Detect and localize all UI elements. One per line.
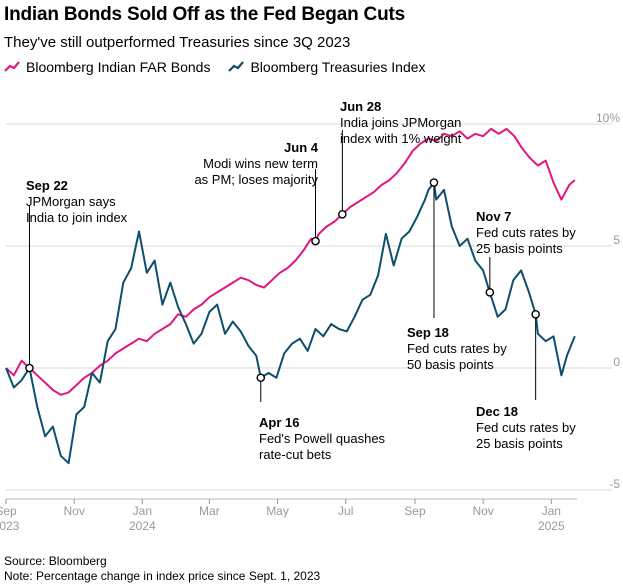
annotation-marker [531, 310, 540, 319]
annotation-text: 25 basis points [476, 241, 563, 256]
legend-label-treasuries: Bloomberg Treasuries Index [250, 59, 426, 75]
annotation-marker [429, 178, 439, 187]
x-tick-label: Mar [199, 504, 220, 518]
annotation-text: Fed cuts rates by [476, 225, 576, 240]
annotation-text: India to join index [26, 210, 128, 225]
x-tick-label: Jan [542, 504, 561, 518]
annotation-text: Fed cuts rates by [407, 341, 507, 356]
x-tick-year: 2025 [538, 519, 565, 533]
annotation-date: Apr 16 [259, 415, 299, 430]
annotation-text: Fed cuts rates by [476, 420, 576, 435]
legend-swatch-treasuries [228, 61, 245, 72]
source-note: Source: Bloomberg [4, 554, 107, 568]
method-note: Note: Percentage change in index price s… [4, 569, 321, 583]
x-tick-label: May [266, 504, 289, 518]
annotation-text: Fed's Powell quashes [259, 431, 386, 446]
x-tick-label: Jan [133, 504, 152, 518]
annotation-text: index with 1% weight [340, 131, 462, 146]
annotation-text: Modi wins new term [203, 156, 318, 171]
annotation-text: 50 basis points [407, 357, 494, 372]
annotation-date: Nov 7 [476, 209, 511, 224]
series-line-treasuries [5, 181, 576, 465]
annotation-text: as PM; loses majority [194, 172, 318, 187]
annotation-marker [485, 288, 495, 297]
annotation-date: Dec 18 [476, 404, 518, 419]
x-tick-label: Nov [472, 504, 493, 518]
y-tick-label: 5 [613, 233, 620, 247]
y-tick-label: 0 [613, 355, 620, 369]
chart-legend: Bloomberg Indian FAR Bonds Bloomberg Tre… [4, 59, 444, 75]
y-tick-label: 10% [596, 111, 620, 125]
annotation-marker [25, 363, 34, 373]
annotation-marker [338, 209, 347, 219]
legend-label-india: Bloomberg Indian FAR Bonds [26, 59, 211, 75]
annotation-text: 25 basis points [476, 436, 563, 451]
x-tick-label: Sep [404, 504, 426, 518]
annotation-date: Sep 22 [26, 178, 68, 193]
annotation-marker [256, 373, 266, 383]
legend-swatch-india [4, 61, 20, 72]
line-chart: 10%50-5Sep2023NovJan2024MarMayJulSepNovJ… [0, 99, 620, 533]
x-tick-label: Jul [338, 504, 353, 518]
chart-footer: Source: Bloomberg Note: Percentage chang… [4, 554, 320, 584]
x-tick-year: 2024 [129, 519, 156, 533]
annotation-text: India joins JPMorgan [340, 115, 461, 130]
y-tick-label: -5 [609, 477, 620, 491]
annotation-text: rate-cut bets [259, 447, 332, 462]
x-tick-label: Sep [0, 504, 17, 518]
annotation-marker [311, 236, 320, 246]
x-tick-year: 2023 [0, 519, 20, 533]
annotation-date: Jun 28 [340, 99, 381, 114]
annotation-date: Jun 4 [284, 140, 319, 155]
legend-item-treasuries: Bloomberg Treasuries Index [228, 59, 426, 75]
chart-subtitle: They've still outperformed Treasuries si… [4, 34, 351, 51]
annotation-date: Sep 18 [407, 325, 449, 340]
x-tick-label: Nov [63, 504, 84, 518]
legend-item-india: Bloomberg Indian FAR Bonds [4, 59, 210, 75]
annotation-text: JPMorgan says [26, 194, 116, 209]
chart-title: Indian Bonds Sold Off as the Fed Began C… [4, 4, 405, 25]
